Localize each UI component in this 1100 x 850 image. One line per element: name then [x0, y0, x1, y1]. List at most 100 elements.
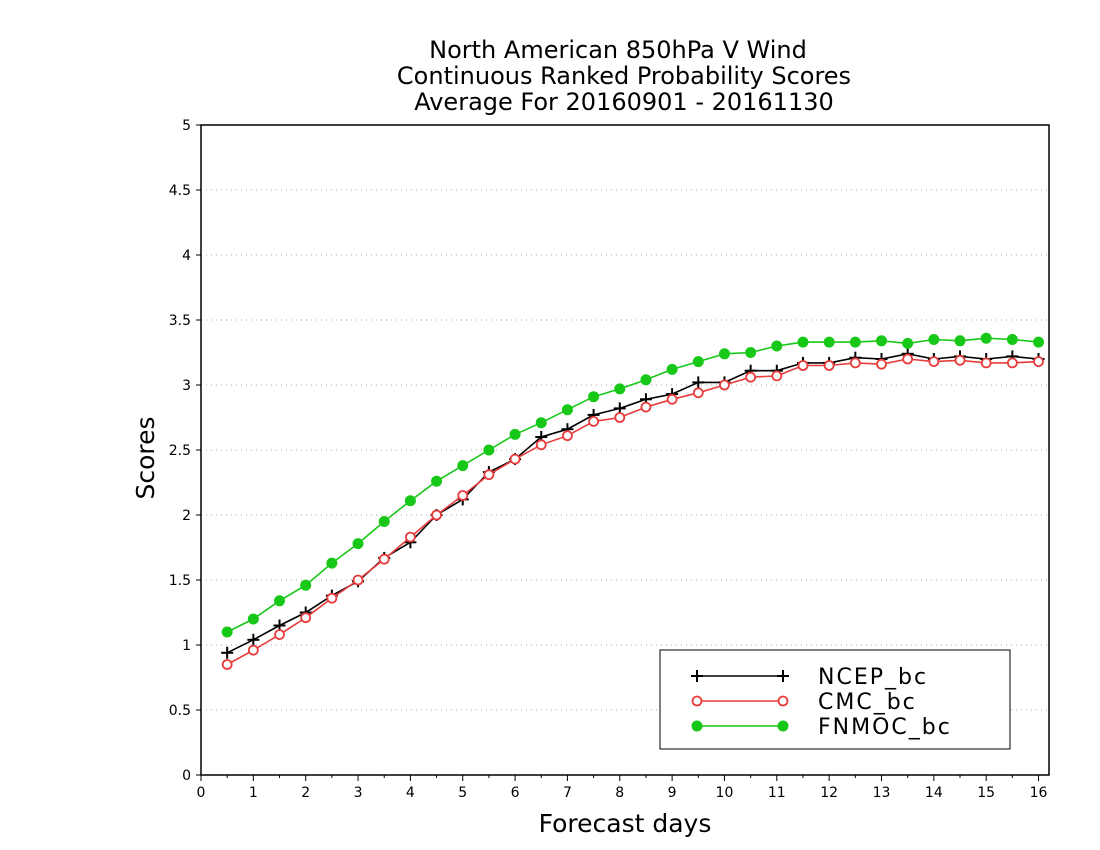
- y-axis: 0 0.5 1 1.5 2 2.5 3 3.5 4 4.5 5: [169, 118, 201, 784]
- legend-marker-ncep-bc-end: [777, 670, 789, 682]
- legend-marker-cmc-bc-end: [777, 695, 789, 707]
- gridlines: [201, 189, 1049, 711]
- point-cmc-bc-22: [797, 360, 809, 371]
- point-fnmoc-bc-25: [875, 335, 887, 347]
- point-fnmoc-bc-27: [928, 334, 940, 345]
- legend-marker-cmc-bc-start: [691, 695, 703, 707]
- x-tick-label-13: 13: [873, 785, 891, 801]
- point-cmc-bc-21: [771, 370, 783, 382]
- legend-label-cmc-bc: CMC_bc: [818, 690, 917, 715]
- point-cmc-bc-19: [719, 379, 730, 391]
- point-cmc-bc-5: [352, 574, 364, 586]
- point-ncep-bc-0: [221, 646, 234, 659]
- point-cmc-bc-17: [666, 393, 678, 405]
- point-cmc-bc-18: [692, 387, 704, 399]
- point-fnmoc-bc-1: [247, 613, 259, 625]
- series-layer: [221, 332, 1045, 670]
- x-tick-label-12: 12: [820, 785, 838, 801]
- legend-label-fnmoc-bc: FNMOC_bc: [818, 715, 952, 740]
- x-axis: 0 1 2 3 4 5 6 7 8 9 10 11 12 13 14 15 16: [197, 775, 1048, 801]
- point-cmc-bc-12: [535, 439, 547, 451]
- point-fnmoc-bc-11: [509, 428, 521, 440]
- point-fnmoc-bc-31: [1033, 336, 1045, 348]
- point-cmc-bc-13: [562, 430, 573, 442]
- point-cmc-bc-27: [928, 356, 940, 368]
- point-fnmoc-bc-2: [274, 595, 286, 607]
- point-fnmoc-bc-8: [431, 475, 443, 487]
- y-tick-label-3: 1.5: [169, 573, 191, 589]
- title-line-2: Continuous Ranked Probability Scores: [397, 62, 851, 90]
- x-tick-label-11: 11: [768, 785, 786, 801]
- legend-item-cmc-bc: CMC_bc: [691, 690, 917, 715]
- x-tick-label-3: 3: [354, 785, 363, 801]
- x-tick-label-1: 1: [249, 785, 258, 801]
- point-fnmoc-bc-15: [614, 383, 626, 395]
- x-tick-label-2: 2: [301, 785, 310, 801]
- point-fnmoc-bc-30: [1006, 334, 1018, 345]
- point-fnmoc-bc-21: [771, 340, 783, 352]
- point-cmc-bc-23: [823, 360, 835, 371]
- y-tick-label-6: 3: [182, 378, 191, 394]
- point-cmc-bc-30: [1006, 357, 1018, 369]
- point-cmc-bc-4: [326, 592, 338, 604]
- legend-marker-fnmoc-bc-end: [777, 720, 789, 732]
- legend-item-ncep-bc: NCEP_bc: [691, 665, 928, 690]
- point-fnmoc-bc-18: [692, 356, 704, 368]
- point-cmc-bc-0: [221, 659, 233, 670]
- legend-marker-ncep-bc-start: [691, 670, 703, 682]
- point-cmc-bc-15: [614, 412, 626, 423]
- y-tick-label-5: 2.5: [169, 443, 191, 459]
- series-line-fnmoc-bc: [226, 337, 1039, 633]
- point-fnmoc-bc-7: [404, 495, 416, 507]
- legend-item-fnmoc-bc: FNMOC_bc: [691, 715, 952, 740]
- point-cmc-bc-8: [431, 509, 442, 521]
- y-tick-label-8: 4: [182, 248, 191, 264]
- y-axis-label: Scores: [131, 416, 160, 499]
- title-line-1: North American 850hPa V Wind: [429, 36, 807, 64]
- y-tick-label-10: 5: [182, 118, 191, 134]
- point-fnmoc-bc-23: [823, 336, 835, 348]
- point-cmc-bc-2: [274, 629, 285, 640]
- series-cmc-bc: [221, 353, 1044, 670]
- legend-box: [659, 649, 1011, 750]
- point-cmc-bc-11: [509, 453, 521, 465]
- x-tick-label-10: 10: [716, 785, 734, 801]
- series-line-ncep-bc: [226, 352, 1039, 654]
- point-cmc-bc-24: [849, 357, 861, 369]
- point-cmc-bc-9: [457, 490, 469, 501]
- point-fnmoc-bc-12: [535, 417, 547, 429]
- point-fnmoc-bc-10: [483, 444, 495, 456]
- point-fnmoc-bc-29: [980, 332, 992, 344]
- point-fnmoc-bc-6: [378, 516, 390, 527]
- x-axis-label: Forecast days: [539, 809, 712, 838]
- x-tick-label-6: 6: [511, 785, 520, 801]
- point-fnmoc-bc-26: [902, 337, 914, 349]
- point-fnmoc-bc-4: [326, 557, 338, 569]
- x-tick-label-5: 5: [458, 785, 467, 801]
- point-cmc-bc-3: [300, 612, 312, 624]
- point-fnmoc-bc-13: [561, 404, 573, 416]
- y-tick-label-7: 3.5: [169, 313, 191, 329]
- point-cmc-bc-10: [483, 469, 495, 481]
- point-cmc-bc-6: [378, 553, 390, 565]
- y-tick-label-0: 0: [182, 768, 191, 784]
- point-fnmoc-bc-5: [352, 538, 364, 550]
- point-fnmoc-bc-14: [588, 391, 600, 403]
- point-fnmoc-bc-0: [221, 626, 233, 638]
- legend-label-ncep-bc: NCEP_bc: [818, 665, 928, 690]
- legend-marker-fnmoc-bc-start: [691, 720, 703, 732]
- point-fnmoc-bc-17: [666, 363, 678, 375]
- x-tick-label-4: 4: [406, 785, 415, 801]
- x-tick-label-14: 14: [925, 785, 943, 801]
- point-cmc-bc-26: [902, 353, 914, 365]
- point-cmc-bc-16: [640, 401, 652, 413]
- point-fnmoc-bc-24: [849, 336, 861, 348]
- point-fnmoc-bc-16: [640, 374, 652, 386]
- y-tick-label-2: 1: [182, 638, 191, 654]
- point-cmc-bc-31: [1033, 356, 1044, 368]
- point-cmc-bc-20: [745, 371, 757, 383]
- series-fnmoc-bc: [221, 332, 1045, 638]
